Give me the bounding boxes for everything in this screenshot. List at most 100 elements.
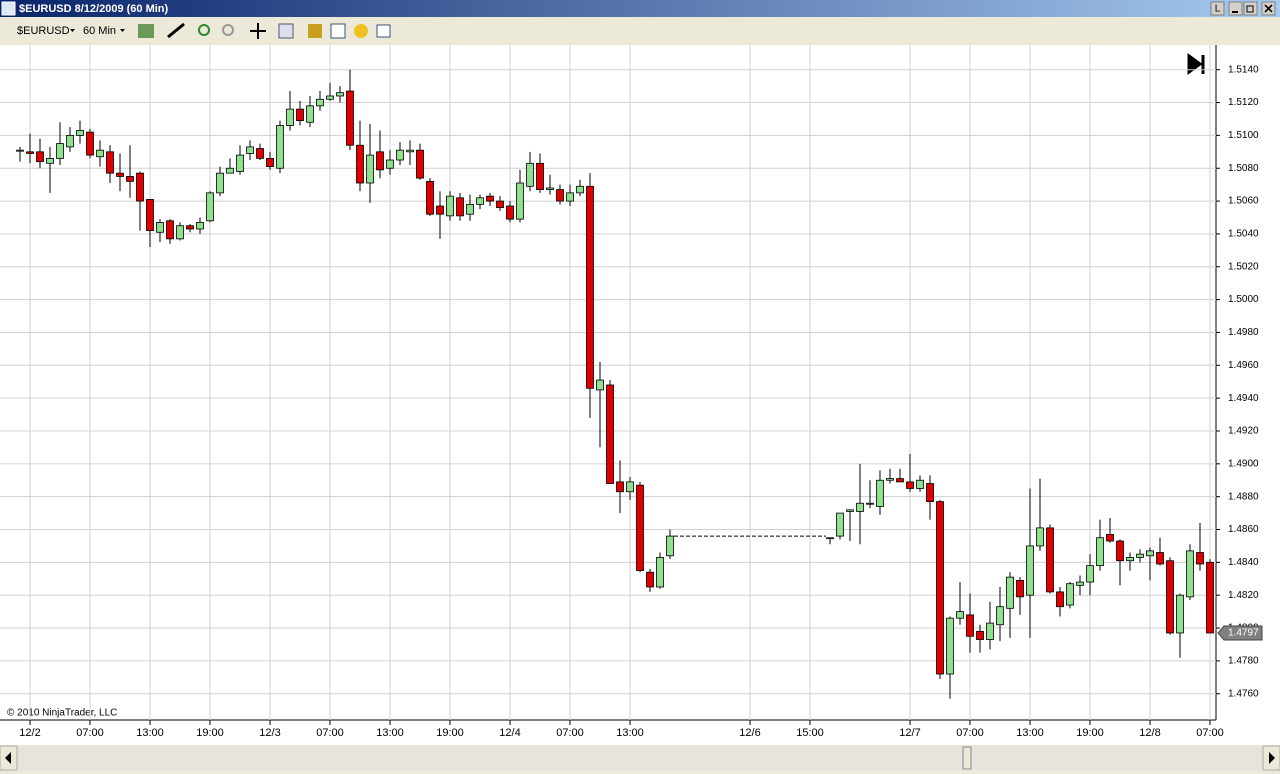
y-tick-label: 1.5100: [1228, 130, 1259, 141]
candle-body: [366, 154, 374, 184]
candle-body: [216, 172, 224, 194]
candle-body: [1016, 580, 1024, 598]
candle-body: [1076, 581, 1084, 586]
candle-body: [1136, 553, 1144, 558]
candle-body: [446, 195, 454, 217]
candle-body: [396, 149, 404, 161]
candle-body: [206, 192, 214, 222]
candle-body: [596, 379, 604, 391]
drawing-tool-button[interactable]: [167, 22, 185, 39]
candle-body: [906, 481, 914, 489]
y-tick-label: 1.5020: [1228, 261, 1259, 272]
candle-body: [616, 481, 624, 493]
crosshair-button[interactable]: [250, 23, 266, 39]
order-button[interactable]: [354, 24, 368, 38]
candle-body: [376, 151, 384, 171]
candle-body: [1006, 576, 1014, 609]
candle-body: [336, 92, 344, 97]
y-tick-label: 1.4920: [1228, 426, 1259, 437]
candle-body: [286, 108, 294, 126]
candle-body: [186, 225, 194, 230]
candle-body: [1116, 540, 1124, 562]
restore-button[interactable]: [1243, 1, 1258, 16]
y-tick-label: 1.4900: [1228, 458, 1259, 469]
candle-body: [1166, 560, 1174, 634]
candle-body: [176, 225, 184, 240]
data-box-button[interactable]: [376, 24, 391, 38]
x-tick-label: 07:00: [76, 727, 104, 739]
candle-body: [166, 220, 174, 240]
candle-body: [486, 195, 494, 202]
x-tick-label: 07:00: [956, 727, 984, 739]
x-tick-label: 13:00: [136, 727, 164, 739]
candle-body: [1106, 534, 1114, 542]
x-tick-label: 12/6: [739, 727, 760, 739]
y-tick-label: 1.5040: [1228, 229, 1259, 240]
app-icon: [1, 1, 16, 16]
x-tick-label: 12/8: [1139, 727, 1160, 739]
y-tick-label: 1.4840: [1228, 557, 1259, 568]
title-bar: [0, 0, 1280, 17]
zoom-out-button[interactable]: [222, 24, 234, 36]
candle-body: [86, 131, 94, 156]
y-tick-label: 1.5060: [1228, 196, 1259, 207]
candle-body: [146, 199, 154, 232]
restore-icon: [1246, 5, 1254, 13]
dropdown-arrow: [70, 29, 75, 32]
instrument-selector[interactable]: $EURUSD: [17, 25, 70, 37]
y-tick-label: 1.5140: [1228, 64, 1259, 75]
minimize-button[interactable]: [1228, 1, 1243, 16]
candle-body: [346, 90, 354, 146]
candle-body: [666, 535, 674, 557]
y-tick-label: 1.4820: [1228, 590, 1259, 601]
candle-body: [456, 197, 464, 217]
candle-body: [586, 185, 594, 389]
candle-body: [626, 481, 634, 493]
dropdown-arrow: [120, 29, 125, 32]
scroll-right-icon: [1269, 752, 1275, 764]
candle-body: [106, 151, 114, 174]
properties-button[interactable]: [278, 23, 294, 39]
candle-body: [116, 172, 124, 177]
candle-body: [1146, 550, 1154, 557]
candle-body: [386, 159, 394, 169]
chart-style-button[interactable]: [138, 24, 154, 38]
strategy-button[interactable]: [308, 24, 322, 38]
scrollbar[interactable]: [0, 746, 1280, 770]
x-tick-label: 12/2: [19, 727, 40, 739]
candle-body: [356, 144, 364, 184]
candle-body: [406, 149, 414, 153]
y-tick-label: 1.4980: [1228, 327, 1259, 338]
candle-body: [1196, 552, 1204, 565]
x-tick-label: 12/3: [259, 727, 280, 739]
x-tick-label: 19:00: [196, 727, 224, 739]
candle-body: [306, 105, 314, 123]
candle-body: [1066, 583, 1074, 606]
candle-body: [156, 222, 164, 233]
scroll-thumb[interactable]: [962, 746, 972, 770]
candle-body: [536, 162, 544, 190]
candle-body: [136, 172, 144, 202]
link-button[interactable]: [1210, 1, 1225, 16]
candle-body: [196, 222, 204, 230]
candle-body: [226, 167, 234, 174]
candle-body: [1056, 591, 1064, 608]
scroll-left-icon: [5, 752, 11, 764]
candle-body: [956, 611, 964, 619]
candle-body: [416, 149, 424, 179]
candle-body: [606, 384, 614, 484]
indicator-button[interactable]: [330, 23, 346, 39]
toolbar: [0, 18, 1280, 44]
window-title: $EURUSD 8/12/2009 (60 Min): [19, 3, 169, 15]
link-button-label[interactable]: L: [1215, 4, 1221, 15]
candle-body: [16, 149, 24, 152]
interval-selector[interactable]: 60 Min: [83, 25, 116, 37]
candle-body: [1126, 557, 1134, 562]
y-tick-label: 1.5120: [1228, 97, 1259, 108]
zoom-in-button[interactable]: [198, 24, 210, 36]
copyright: © 2010 NinjaTrader, LLC: [7, 708, 117, 719]
candle-body: [826, 537, 834, 540]
close-icon: [1264, 4, 1273, 13]
